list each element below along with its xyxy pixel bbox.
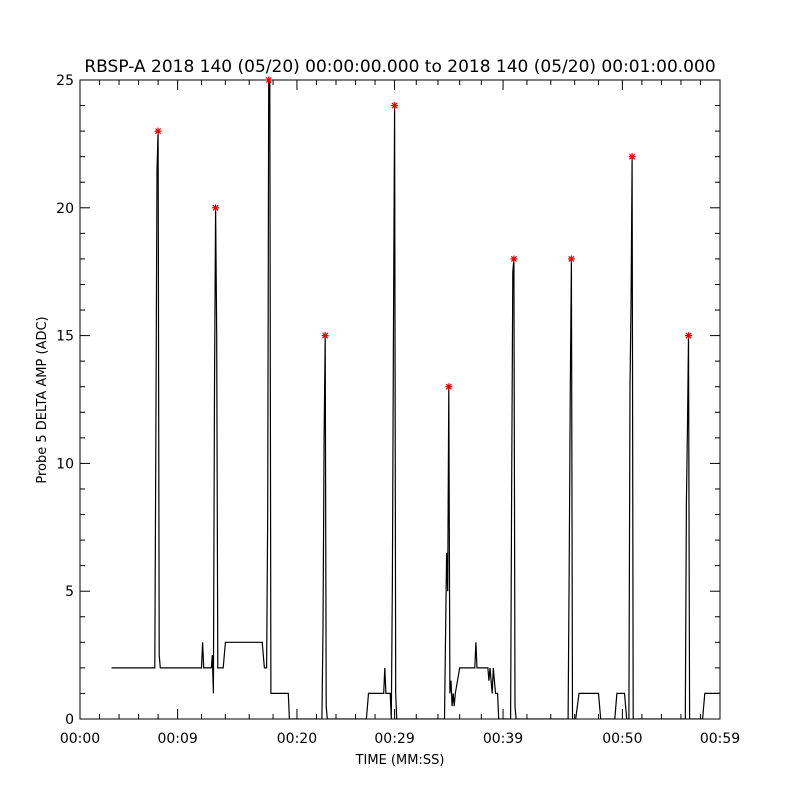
peak-marker: [685, 332, 693, 340]
plot-area: 00:00 00:09 00:20 00:29 00:39 00:50 00:59 0 5 10…: [56, 73, 740, 747]
peak-marker: [445, 383, 453, 391]
y-tick-label: 25: [56, 73, 74, 89]
x-axis-label: TIME (MM:SS): [355, 753, 445, 768]
y-axis-label: Probe 5 DELTA AMP (ADC): [35, 316, 50, 483]
x-tick-label: 00:00: [60, 731, 100, 747]
peak-marker: [265, 76, 273, 84]
y-axis-ticks: 0 5 10 15 20 25: [56, 73, 720, 728]
x-tick-label: 00:29: [374, 731, 414, 747]
x-tick-label: 00:09: [157, 731, 197, 747]
plot-frame: [79, 79, 721, 720]
y-tick-label: 20: [56, 201, 74, 217]
peak-marker: [321, 332, 329, 340]
peak-marker: [567, 255, 575, 263]
x-tick-label: 00:20: [277, 731, 317, 747]
y-tick-label: 0: [65, 712, 74, 728]
peak-marker: [628, 153, 636, 161]
x-tick-label: 00:59: [700, 731, 740, 747]
x-tick-label: 00:50: [602, 731, 642, 747]
peak-marker: [510, 255, 518, 263]
peak-marker: [212, 204, 220, 212]
y-tick-label: 5: [65, 584, 74, 600]
peaks-layer: [154, 76, 693, 391]
y-tick-label: 10: [56, 456, 74, 472]
peak-marker: [154, 127, 162, 135]
peak-marker: [391, 102, 399, 110]
x-tick-label: 00:39: [483, 731, 523, 747]
x-axis-ticks: 00:00 00:09 00:20 00:29 00:39 00:50 00:59: [60, 80, 740, 747]
chart-title: RBSP-A 2018 140 (05/20) 00:00:00.000 to …: [84, 57, 715, 77]
y-tick-label: 15: [56, 329, 74, 345]
series-line: [111, 79, 720, 719]
series-layer: [111, 79, 720, 719]
